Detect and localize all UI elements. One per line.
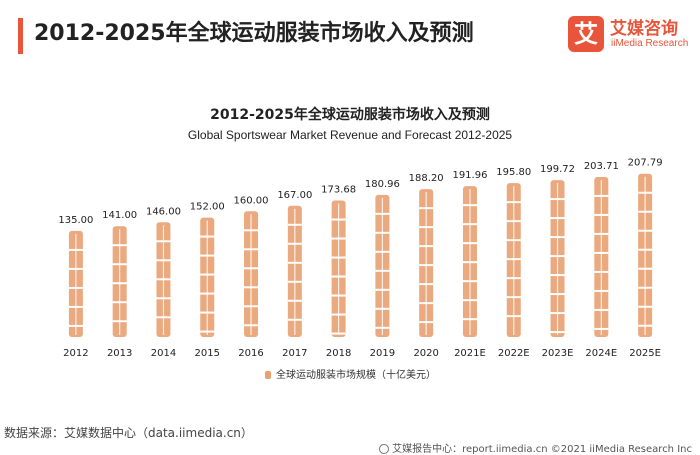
bar-2019 xyxy=(375,194,390,337)
chart-subtitle: Global Sportswear Market Revenue and For… xyxy=(187,128,513,142)
legend: 全球运动服装市场规模（十亿美元） xyxy=(0,366,700,381)
bar-2013 xyxy=(112,226,127,337)
header: 2012-2025年全球运动服装市场收入及预测 艾 艾媒咨询 iiMedia R… xyxy=(0,0,700,80)
bar-2023E xyxy=(550,180,565,337)
bar-2014 xyxy=(156,222,171,337)
x-tick-label: 2015 xyxy=(195,348,220,359)
x-tick-label: 2025E xyxy=(629,348,661,359)
x-tick-label: 2020 xyxy=(413,348,438,359)
report-center-icon xyxy=(379,444,390,454)
bar-2021E xyxy=(462,186,477,337)
footer-report-text: 艾媒报告中心：report.iimedia.cn ©2021 iiMedia R… xyxy=(392,444,692,455)
chart-title: 2012-2025年全球运动服装市场收入及预测 xyxy=(210,107,490,123)
data-label: 141.00 xyxy=(102,210,137,221)
data-label: 188.20 xyxy=(409,173,444,184)
bar-2016 xyxy=(244,211,259,337)
bar-2024E xyxy=(594,176,609,337)
bar-2012 xyxy=(68,230,83,337)
bar-2025E xyxy=(638,173,653,337)
data-label: 173.68 xyxy=(321,185,356,196)
legend-label: 全球运动服装市场规模（十亿美元） xyxy=(276,370,436,381)
x-tick-label: 2023E xyxy=(542,348,574,359)
brand-logo: 艾 艾媒咨询 iiMedia Research xyxy=(568,12,689,56)
x-tick-label: 2016 xyxy=(238,348,263,359)
data-label: 199.72 xyxy=(540,164,575,175)
footer-source: 数据来源：艾媒数据中心（data.iimedia.cn） xyxy=(4,426,253,440)
title-accent-bar xyxy=(18,18,23,54)
x-tick-label: 2019 xyxy=(370,348,395,359)
x-tick-label: 2014 xyxy=(151,348,176,359)
bar-2020 xyxy=(419,189,434,337)
data-label: 207.79 xyxy=(628,158,663,169)
x-tick-label: 2022E xyxy=(498,348,530,359)
data-label: 180.96 xyxy=(365,179,400,190)
logo-mark-icon: 艾 xyxy=(568,16,604,52)
x-tick-label: 2013 xyxy=(107,348,132,359)
logo-cn-text: 艾媒咨询 xyxy=(610,19,678,39)
x-tick-label: 2018 xyxy=(326,348,351,359)
x-tick-label: 2012 xyxy=(63,348,88,359)
data-label: 152.00 xyxy=(190,202,225,213)
data-label: 135.00 xyxy=(58,215,93,226)
data-label: 146.00 xyxy=(146,206,181,217)
legend-swatch-icon xyxy=(264,370,272,380)
logo-en-text: iiMedia Research xyxy=(611,38,689,49)
data-label: 203.71 xyxy=(584,161,619,172)
x-tick-label: 2021E xyxy=(454,348,486,359)
x-tick-label: 2024E xyxy=(585,348,617,359)
data-label: 160.00 xyxy=(234,195,269,206)
bar-2017 xyxy=(287,205,302,337)
footer-report: 艾媒报告中心：report.iimedia.cn ©2021 iiMedia R… xyxy=(379,440,692,455)
data-label: 195.80 xyxy=(496,167,531,178)
bar-2018 xyxy=(331,200,346,337)
page-title: 2012-2025年全球运动服装市场收入及预测 xyxy=(34,21,474,46)
data-label: 167.00 xyxy=(277,190,312,201)
bar-2022E xyxy=(506,183,521,337)
bar-2015 xyxy=(200,217,215,337)
x-tick-label: 2017 xyxy=(282,348,307,359)
data-label: 191.96 xyxy=(452,170,487,181)
